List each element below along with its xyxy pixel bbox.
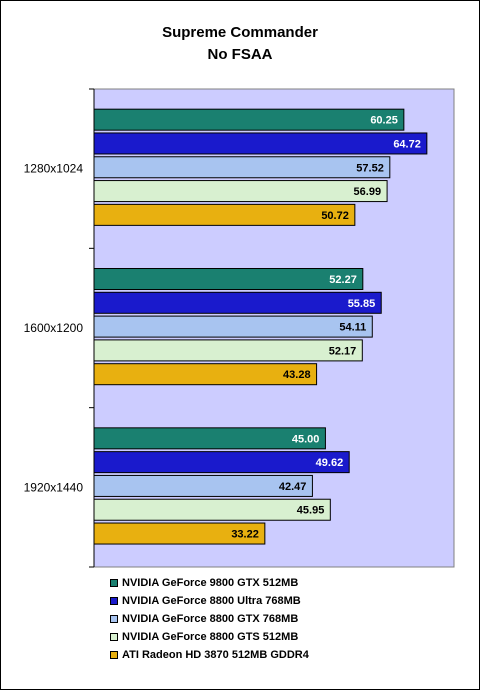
bar <box>93 522 266 545</box>
data-label: 49.62 <box>316 457 344 469</box>
legend-swatch <box>110 597 118 605</box>
data-label: 50.72 <box>321 210 349 222</box>
legend-label: ATI Radeon HD 3870 512MB GDDR4 <box>122 649 309 661</box>
bar <box>93 363 318 386</box>
bar <box>93 203 356 226</box>
data-label: 60.25 <box>370 115 398 127</box>
bar <box>93 268 364 290</box>
bar <box>93 315 373 338</box>
legend-label: NVIDIA GeForce 8800 GTX 768MB <box>122 613 299 625</box>
chart-legend: NVIDIA GeForce 9800 GTX 512MB NVIDIA GeFo… <box>110 574 309 664</box>
category-label: 1600x1200 <box>24 321 84 335</box>
bar <box>93 427 326 450</box>
legend-label: NVIDIA GeForce 8800 Ultra 768MB <box>122 595 301 607</box>
data-label: 52.17 <box>329 345 357 357</box>
legend-item: NVIDIA GeForce 9800 GTX 512MB <box>110 574 309 592</box>
legend-swatch <box>110 651 118 659</box>
data-label: 55.85 <box>348 298 376 310</box>
legend-swatch <box>110 615 118 623</box>
legend-item: NVIDIA GeForce 8800 Ultra 768MB <box>110 592 309 610</box>
chart-title: Supreme Commander <box>162 24 318 41</box>
data-label: 42.47 <box>279 481 307 493</box>
legend-swatch <box>110 633 118 641</box>
bar <box>93 180 388 203</box>
bar <box>93 108 405 131</box>
legend-item: NVIDIA GeForce 8800 GTS 512MB <box>110 628 309 646</box>
bar <box>93 451 350 474</box>
chart-subtitle: No FSAA <box>207 46 273 63</box>
legend-item: ATI Radeon HD 3870 512MB GDDR4 <box>110 646 309 664</box>
bar <box>93 498 331 521</box>
data-label: 52.27 <box>329 274 357 286</box>
data-label: 45.00 <box>292 433 320 445</box>
data-label: 45.95 <box>297 505 325 517</box>
bar <box>93 474 313 497</box>
data-label: 54.11 <box>339 322 366 334</box>
data-label: 43.28 <box>283 369 311 381</box>
bar <box>93 291 382 314</box>
bar <box>93 339 363 362</box>
bar <box>93 156 391 179</box>
data-label: 57.52 <box>356 162 384 174</box>
bar <box>93 132 428 155</box>
legend-swatch <box>110 579 118 587</box>
data-label: 56.99 <box>354 186 382 198</box>
data-label: 64.72 <box>393 138 421 150</box>
legend-label: NVIDIA GeForce 8800 GTS 512MB <box>122 631 299 643</box>
legend-label: NVIDIA GeForce 9800 GTX 512MB <box>122 577 299 589</box>
data-label: 33.22 <box>231 529 259 541</box>
category-label: 1280x1024 <box>24 162 84 176</box>
category-label: 1920x1440 <box>24 480 84 494</box>
legend-item: NVIDIA GeForce 8800 GTX 768MB <box>110 610 309 628</box>
